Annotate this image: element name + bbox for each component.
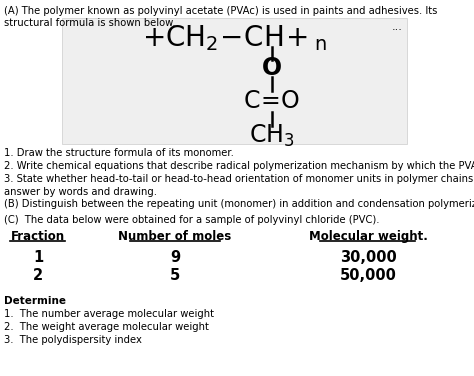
Text: 1: 1 bbox=[33, 250, 43, 265]
Text: $\mathsf{CH_3}$: $\mathsf{CH_3}$ bbox=[249, 123, 295, 149]
Text: 2. Write chemical equations that describe radical polymerization mechanism by wh: 2. Write chemical equations that describ… bbox=[4, 161, 474, 171]
Text: $\mathsf{C\!=\!O}$: $\mathsf{C\!=\!O}$ bbox=[244, 89, 301, 113]
Text: (C)  The data below were obtained for a sample of polyvinyl chloride (PVC).: (C) The data below were obtained for a s… bbox=[4, 215, 380, 225]
Text: (A) The polymer known as polyvinyl acetate (PVAc) is used in paints and adhesive: (A) The polymer known as polyvinyl aceta… bbox=[4, 6, 438, 27]
Text: Number of moles: Number of moles bbox=[118, 230, 232, 243]
Text: 9: 9 bbox=[170, 250, 180, 265]
Text: (B) Distinguish between the repeating unit (monomer) in addition and condensatio: (B) Distinguish between the repeating un… bbox=[4, 199, 474, 209]
Text: 1.  The number average molecular weight: 1. The number average molecular weight bbox=[4, 309, 214, 319]
FancyBboxPatch shape bbox=[62, 18, 407, 144]
Text: ...: ... bbox=[392, 22, 403, 32]
Text: 50,000: 50,000 bbox=[339, 268, 396, 283]
Text: Molecular weight.: Molecular weight. bbox=[309, 230, 428, 243]
Text: Determine: Determine bbox=[4, 296, 66, 306]
Text: 30,000: 30,000 bbox=[340, 250, 396, 265]
Text: $\mathsf{+CH_2\!-\!CH\!+_n}$: $\mathsf{+CH_2\!-\!CH\!+_n}$ bbox=[142, 23, 326, 53]
Text: answer by words and drawing.: answer by words and drawing. bbox=[4, 187, 157, 197]
Text: 5: 5 bbox=[170, 268, 180, 283]
Text: 1. Draw the structure formula of its monomer.: 1. Draw the structure formula of its mon… bbox=[4, 148, 234, 158]
Text: 3. State whether head-to-tail or head-to-head orientation of monomer units in po: 3. State whether head-to-tail or head-to… bbox=[4, 174, 474, 184]
Text: 2.  The weight average molecular weight: 2. The weight average molecular weight bbox=[4, 322, 209, 332]
Text: O: O bbox=[262, 56, 282, 80]
Text: 3.  The polydispersity index: 3. The polydispersity index bbox=[4, 335, 142, 345]
Text: 2: 2 bbox=[33, 268, 43, 283]
Text: Fraction: Fraction bbox=[11, 230, 65, 243]
